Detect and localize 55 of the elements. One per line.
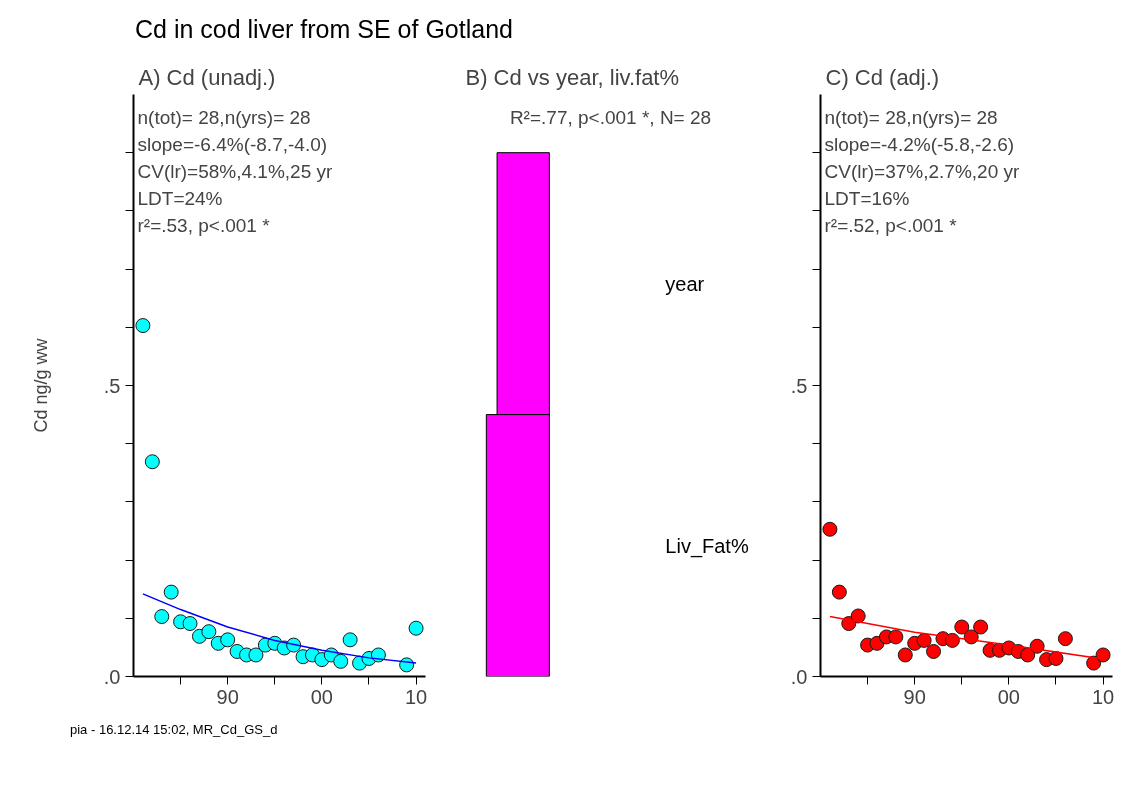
point bbox=[1029, 638, 1045, 654]
chart-subtitle: B) Cd vs year, liv.fat% bbox=[465, 64, 680, 90]
annotation: r²=.52, p<.001 * bbox=[824, 214, 958, 236]
y-tick-label: .5 bbox=[790, 374, 808, 397]
annotation: slope=-4.2%(-5.8,-2.6) bbox=[824, 133, 1015, 155]
point bbox=[248, 647, 264, 663]
annotation: LDT=16% bbox=[824, 187, 910, 209]
x-tick-label: 90 bbox=[216, 685, 239, 708]
point bbox=[822, 521, 838, 537]
text: R²=.77, p<.001 *, N= 28 bbox=[509, 106, 712, 128]
y-tick-label: Liv_Fat% bbox=[665, 534, 749, 558]
point bbox=[1048, 650, 1064, 666]
point bbox=[916, 632, 932, 648]
y-tick-label: .0 bbox=[103, 665, 121, 688]
point bbox=[135, 318, 151, 334]
annotation: n(tot)= 28,n(yrs)= 28 bbox=[137, 106, 311, 128]
point bbox=[973, 619, 989, 635]
annotation: CV(lr)=58%,4.1%,25 yr bbox=[137, 160, 333, 182]
y-tick-label: .5 bbox=[103, 374, 121, 397]
x-tick-label: 90 bbox=[903, 685, 926, 708]
point bbox=[182, 616, 198, 632]
point bbox=[888, 629, 904, 645]
point bbox=[850, 608, 866, 624]
point bbox=[897, 647, 913, 663]
point bbox=[201, 624, 217, 640]
annotation: CV(lr)=37%,2.7%,20 yr bbox=[824, 160, 1020, 182]
y-axis-title: Cd ng/g ww bbox=[30, 337, 51, 433]
x-tick-label: 00 bbox=[310, 685, 334, 708]
text: pia - 16.12.14 15:02, MR_Cd_GS_d bbox=[70, 721, 278, 739]
point bbox=[220, 632, 236, 648]
point bbox=[1095, 647, 1111, 663]
point bbox=[926, 643, 942, 659]
y-tick-label: year bbox=[665, 272, 705, 295]
point bbox=[1020, 647, 1036, 663]
point bbox=[954, 619, 970, 635]
annotation: slope=-6.4%(-8.7,-4.0) bbox=[137, 133, 328, 155]
point bbox=[163, 584, 179, 600]
annotation: r²=.53, p<.001 * bbox=[137, 214, 271, 236]
point bbox=[154, 609, 170, 625]
point bbox=[144, 454, 160, 470]
chart-subtitle: C) Cd (adj.) bbox=[825, 64, 940, 90]
annotation: LDT=24% bbox=[137, 187, 223, 209]
chart-title: Cd in cod liver from SE of Gotland bbox=[135, 14, 513, 45]
point bbox=[944, 632, 960, 648]
x-tick-label: 10 bbox=[1091, 685, 1115, 708]
chart-subtitle: A) Cd (unadj.) bbox=[138, 64, 276, 90]
x-tick-label: 10 bbox=[404, 685, 428, 708]
point bbox=[342, 632, 358, 648]
x-tick-label: 00 bbox=[997, 685, 1021, 708]
point bbox=[831, 584, 847, 600]
y-tick-label: .0 bbox=[790, 665, 808, 688]
point bbox=[408, 620, 424, 636]
point bbox=[333, 653, 349, 669]
point bbox=[1057, 631, 1073, 647]
annotation: n(tot)= 28,n(yrs)= 28 bbox=[824, 106, 998, 128]
